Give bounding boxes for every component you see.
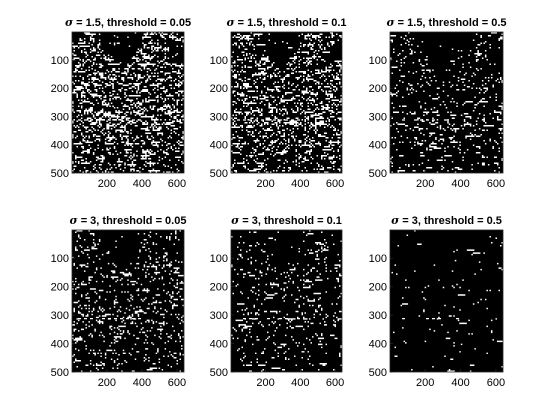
axes-frame <box>71 229 185 373</box>
y-tick-label: 400 <box>210 140 228 152</box>
y-tick-label: 500 <box>51 168 69 180</box>
y-tick-label: 300 <box>51 310 69 322</box>
subplot-panel: σ = 3, threshold = 0.5 100 200 300 400 500 200… <box>369 214 505 389</box>
y-tick-label: 300 <box>51 111 69 123</box>
x-tick-label: 400 <box>133 178 151 190</box>
subplot-title: σ = 3, threshold = 0.5 <box>391 214 502 227</box>
y-tick-label: 500 <box>210 168 228 180</box>
y-tick-label: 500 <box>369 168 387 180</box>
subplot-title: σ = 3, threshold = 0.1 <box>231 214 342 227</box>
title-text: = 3, threshold = 0.5 <box>399 215 502 227</box>
axes-frame <box>71 31 185 174</box>
axes-frame <box>389 229 504 373</box>
edge-pixels <box>231 32 342 173</box>
y-tick-label: 200 <box>210 282 228 294</box>
sigma-symbol: σ <box>65 16 74 29</box>
y-tick-label: 100 <box>51 253 69 265</box>
subplot-panel: σ = 3, threshold = 0.05 100 200 300 400 500 20… <box>51 214 187 389</box>
x-tick-label: 600 <box>487 178 505 190</box>
x-tick-label: 600 <box>168 178 186 190</box>
title-text: = 1.5, threshold = 0.05 <box>73 17 191 29</box>
y-tick-label: 500 <box>210 367 228 379</box>
axes-frame <box>389 31 504 174</box>
sigma-symbol: σ <box>70 214 79 227</box>
y-tick-label: 300 <box>369 111 387 123</box>
subplot-panel: σ = 1.5, threshold = 0.1 100 200 300 400 500 2… <box>210 16 347 190</box>
subplot-panel: σ = 1.5, threshold = 0.05 100 200 300 400 500… <box>51 16 191 190</box>
y-tick-label: 200 <box>51 83 69 95</box>
x-tick-label: 400 <box>291 377 309 389</box>
y-tick-label: 100 <box>369 253 387 265</box>
subplot-panel: σ = 3, threshold = 0.1 100 200 300 400 500 200… <box>210 214 345 389</box>
x-tick-label: 400 <box>451 178 469 190</box>
y-tick-label: 200 <box>51 282 69 294</box>
y-tick-label: 500 <box>51 367 69 379</box>
sigma-symbol: σ <box>386 16 395 29</box>
y-tick-label: 200 <box>369 282 387 294</box>
x-tick-label: 200 <box>256 178 274 190</box>
y-tick-label: 400 <box>51 339 69 351</box>
axes-frame <box>230 31 343 174</box>
sigma-symbol: σ <box>231 214 240 227</box>
sigma-symbol: σ <box>226 16 235 29</box>
subplot-title: σ = 1.5, threshold = 0.05 <box>65 16 191 29</box>
x-tick-label: 200 <box>98 377 116 389</box>
edge-pixels <box>72 32 184 173</box>
y-tick-label: 300 <box>210 111 228 123</box>
x-tick-label: 200 <box>256 377 274 389</box>
x-tick-label: 400 <box>291 178 309 190</box>
y-tick-label: 100 <box>51 55 69 67</box>
sigma-symbol: σ <box>391 214 400 227</box>
y-tick-label: 400 <box>210 339 228 351</box>
x-tick-label: 600 <box>326 178 344 190</box>
x-tick-label: 600 <box>487 377 505 389</box>
y-tick-label: 300 <box>369 310 387 322</box>
title-text: = 3, threshold = 0.1 <box>239 215 342 227</box>
edge-image <box>231 230 342 372</box>
subplot-title: σ = 1.5, threshold = 0.5 <box>386 16 506 29</box>
x-tick-label: 200 <box>98 178 116 190</box>
y-tick-label: 400 <box>369 140 387 152</box>
x-tick-label: 600 <box>326 377 344 389</box>
edge-image <box>390 230 503 372</box>
title-text: = 1.5, threshold = 0.1 <box>235 17 347 29</box>
edge-pixels <box>390 32 503 173</box>
x-tick-label: 600 <box>168 377 186 389</box>
subplot-title: σ = 3, threshold = 0.05 <box>70 214 187 227</box>
x-tick-label: 200 <box>416 178 434 190</box>
y-tick-label: 100 <box>210 253 228 265</box>
y-tick-label: 400 <box>51 140 69 152</box>
x-tick-label: 200 <box>416 377 434 389</box>
edge-pixels <box>231 230 342 372</box>
title-text: = 3, threshold = 0.05 <box>78 215 187 227</box>
y-tick-label: 200 <box>369 83 387 95</box>
y-tick-label: 200 <box>210 83 228 95</box>
y-tick-label: 100 <box>369 55 387 67</box>
subplot-title: σ = 1.5, threshold = 0.1 <box>226 16 346 29</box>
y-tick-label: 100 <box>210 55 228 67</box>
subplot-panel: σ = 1.5, threshold = 0.5 100 200 300 400 500 2… <box>369 16 507 190</box>
axes-frame <box>230 229 343 373</box>
y-tick-label: 500 <box>369 367 387 379</box>
title-text: = 1.5, threshold = 0.5 <box>395 17 507 29</box>
x-tick-label: 400 <box>451 377 469 389</box>
y-tick-label: 400 <box>369 339 387 351</box>
y-tick-label: 300 <box>210 310 228 322</box>
x-tick-label: 400 <box>133 377 151 389</box>
